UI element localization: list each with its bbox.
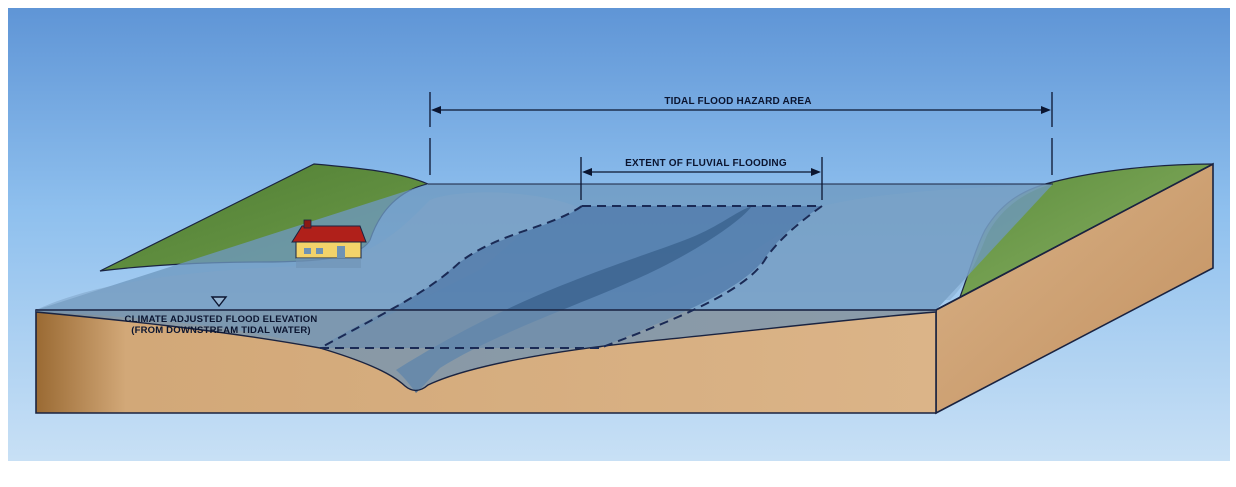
house-icon <box>291 219 367 268</box>
fluvial-flooding-label: EXTENT OF FLUVIAL FLOODING <box>625 158 787 169</box>
tidal-flood-hazard-label: TIDAL FLOOD HAZARD AREA <box>664 96 811 107</box>
river-channel <box>396 206 752 393</box>
flood-elevation-label-line1: CLIMATE ADJUSTED FLOOD ELEVATION <box>125 314 318 325</box>
ground-profile-line <box>35 311 937 392</box>
floodplain-shallow-area <box>36 192 580 348</box>
front-water-section <box>36 310 936 391</box>
top-surface-outline <box>36 163 1214 311</box>
water-level-triangle-icon <box>210 296 228 308</box>
flood-elevation-label-line2: (FROM DOWNSTREAM TIDAL WATER) <box>131 325 311 336</box>
tidal-flood-hazard-dimension <box>429 92 1053 175</box>
fluvial-extent-dashed-left <box>319 205 583 349</box>
fluvial-flooding-dimension <box>580 157 823 200</box>
fluvial-extent-dashed-right <box>599 205 823 349</box>
